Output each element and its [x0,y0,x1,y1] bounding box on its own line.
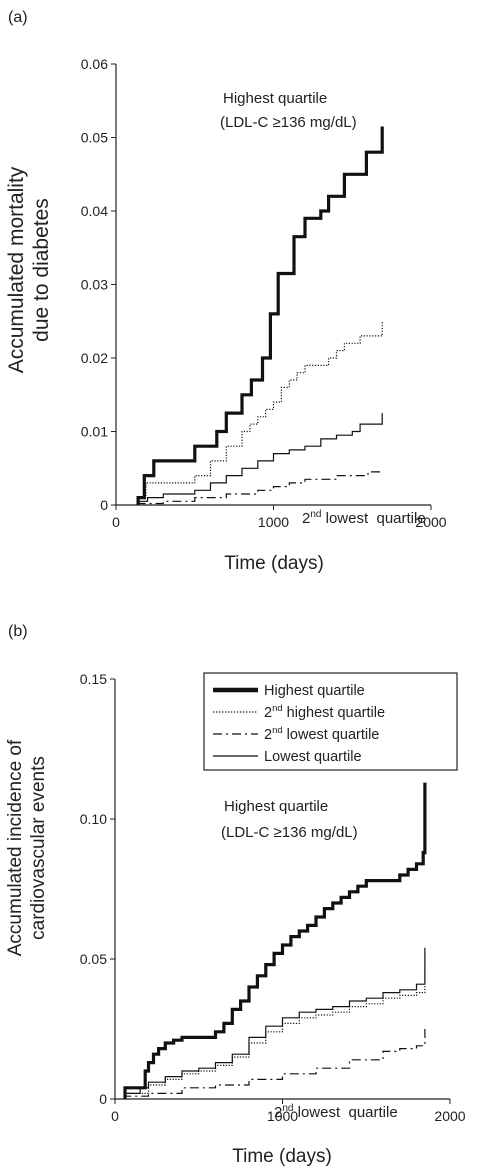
chart-panel-a: (a) Accumulated mortality due to diabete… [5,9,447,574]
series-line-highest-quartile [136,126,384,505]
series-line-lowest-quartile [124,947,426,1099]
legend-item-2nd-lowest: 2nd lowest quartile [264,725,379,743]
y-tick-label: 0.05 [80,951,107,967]
y-axis-label-line1: Accumulated mortality [5,166,28,373]
axes: 0 0.01 0.02 0.03 0.04 0.05 0.06 0 1000 2000 [81,56,447,530]
y-tick-label: 0.03 [81,277,108,293]
legend-item-lowest: Lowest quartile [264,749,362,765]
legend: Highest quartile 2nd highest quartile 2n… [203,672,458,771]
x-tick-label: 2000 [415,514,446,530]
panel-label: (a) [8,9,28,26]
y-tick-label: 0 [100,497,108,513]
y-axis-label-line2: cardiovascular events [28,756,49,940]
y-tick-label: 0.06 [81,56,108,72]
x-axis-label: Time (days) [224,553,324,574]
axes: 0 0.05 0.10 0.15 0 1000 2000 [80,671,466,1124]
legend-item-highest: Highest quartile [264,683,365,699]
plot-lines [136,126,384,505]
y-tick-label: 0 [99,1091,107,1107]
y-axis-label-line1: Accumulated incidence of [5,739,26,956]
annotation-highest-line2: (LDL-C ≥136 mg/dL) [220,114,357,131]
legend-item-2nd-highest: 2nd highest quartile [264,703,385,721]
y-tick-label: 0.15 [80,671,107,687]
panel-label: (b) [8,623,28,640]
x-tick-label: 0 [111,1108,119,1124]
series-line-highest-quartile [123,782,427,1099]
x-axis-label: Time (days) [232,1146,332,1167]
y-tick-label: 0.01 [81,424,108,440]
annotation-highest-line2: (LDL-C ≥136 mg/dL) [221,824,358,841]
annotation-highest-line1: Highest quartile [224,798,328,815]
y-axis-label-line2: due to diabetes [30,198,53,342]
series-line-2nd-lowest-quartile [137,471,383,505]
x-tick-label: 1000 [267,1108,298,1124]
x-tick-label: 2000 [434,1108,465,1124]
x-tick-label: 1000 [258,514,289,530]
y-tick-label: 0.04 [81,203,108,219]
annotation-2nd-lowest: 2nd lowest quartile [302,509,426,527]
annotation-2nd-lowest: 2nd lowest quartile [274,1103,398,1121]
y-tick-label: 0.10 [80,811,107,827]
annotation-highest-line1: Highest quartile [223,90,327,107]
series-line-2nd-lowest-quartile [124,1029,426,1099]
series-line-lowest-quartile [137,413,383,505]
plot-lines [123,782,427,1099]
series-line-2nd-highest-quartile [137,321,383,505]
series-line-2nd-highest-quartile [124,967,426,1099]
y-tick-label: 0.05 [81,130,108,146]
x-tick-label: 0 [112,514,120,530]
y-tick-label: 0.02 [81,350,108,366]
chart-panel-b: (b) Accumulated incidence of cardiovascu… [5,623,466,1167]
